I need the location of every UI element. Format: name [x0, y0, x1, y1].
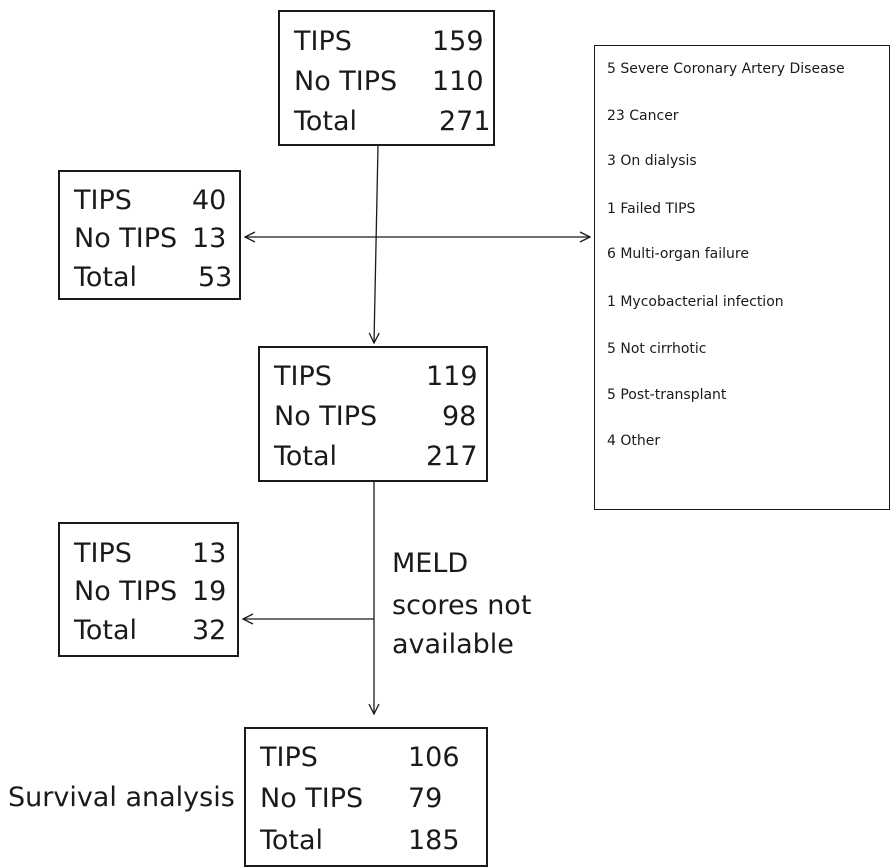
reason-item: 6 Multi-organ failure [607, 246, 749, 262]
row-label: No TIPS [74, 223, 178, 254]
no-tips-row: No TIPS 110 [280, 65, 493, 99]
row-value: 159 [432, 26, 484, 57]
row-label: Total [74, 615, 138, 646]
row-value: 271 [439, 106, 491, 137]
arrow-start-to-middle [374, 145, 378, 343]
total-row: Total 32 [60, 614, 237, 648]
tips-row: TIPS 106 [246, 741, 486, 775]
total-row: Total 53 [60, 261, 239, 295]
no-tips-row: No TIPS 13 [60, 222, 239, 256]
meld-note-line: MELD [392, 548, 469, 579]
row-value: 119 [426, 361, 478, 392]
row-value: 217 [426, 441, 478, 472]
no-tips-row: No TIPS 98 [260, 400, 486, 434]
row-value: 106 [408, 742, 460, 773]
row-label: Total [294, 106, 358, 137]
row-value: 79 [408, 783, 443, 814]
row-label: TIPS [260, 742, 318, 773]
reason-item: 4 Other [607, 433, 661, 449]
reason-item: 1 Failed TIPS [607, 201, 696, 217]
reason-item: 5 Post-transplant [607, 387, 727, 403]
exclusion-2-box: TIPS 13 No TIPS 19 Total 32 [58, 522, 239, 657]
row-label: TIPS [274, 361, 332, 392]
row-label: Total [74, 262, 138, 293]
tips-row: TIPS 119 [260, 360, 486, 394]
middle-cohort-box: TIPS 119 No TIPS 98 Total 217 [258, 346, 488, 482]
row-value: 40 [192, 185, 227, 216]
row-label: Total [260, 825, 324, 856]
meld-note-line: scores not [392, 590, 532, 621]
exclusion-reasons-box: 5 Severe Coronary Artery Disease 23 Canc… [594, 45, 890, 510]
row-label: No TIPS [274, 401, 378, 432]
row-value: 19 [192, 576, 227, 607]
tips-row: TIPS 40 [60, 184, 239, 218]
row-value: 185 [408, 825, 460, 856]
row-value: 110 [432, 66, 484, 97]
start-cohort-box: TIPS 159 No TIPS 110 Total 271 [278, 10, 495, 146]
reason-item: 3 On dialysis [607, 153, 697, 169]
total-row: Total 271 [280, 105, 493, 139]
row-label: No TIPS [74, 576, 178, 607]
survival-analysis-label: Survival analysis [8, 782, 235, 813]
row-value: 13 [192, 538, 227, 569]
reason-item: 1 Mycobacterial infection [607, 294, 784, 310]
tips-row: TIPS 159 [280, 25, 493, 59]
row-label: TIPS [74, 185, 132, 216]
total-row: Total 217 [260, 440, 486, 474]
reason-item: 5 Not cirrhotic [607, 341, 707, 357]
row-label: TIPS [74, 538, 132, 569]
row-label: No TIPS [260, 783, 364, 814]
row-value: 13 [192, 223, 227, 254]
no-tips-row: No TIPS 79 [246, 782, 486, 816]
row-value: 32 [192, 615, 227, 646]
row-value: 53 [198, 262, 233, 293]
meld-note-line: available [392, 629, 514, 660]
row-label: TIPS [294, 26, 352, 57]
row-label: Total [274, 441, 338, 472]
reason-item: 5 Severe Coronary Artery Disease [607, 61, 845, 77]
row-label: No TIPS [294, 66, 398, 97]
exclusion-1-box: TIPS 40 No TIPS 13 Total 53 [58, 170, 241, 300]
reason-item: 23 Cancer [607, 108, 679, 124]
row-value: 98 [442, 401, 477, 432]
final-cohort-box: TIPS 106 No TIPS 79 Total 185 [244, 727, 488, 867]
total-row: Total 185 [246, 824, 486, 858]
tips-row: TIPS 13 [60, 537, 237, 571]
no-tips-row: No TIPS 19 [60, 575, 237, 609]
